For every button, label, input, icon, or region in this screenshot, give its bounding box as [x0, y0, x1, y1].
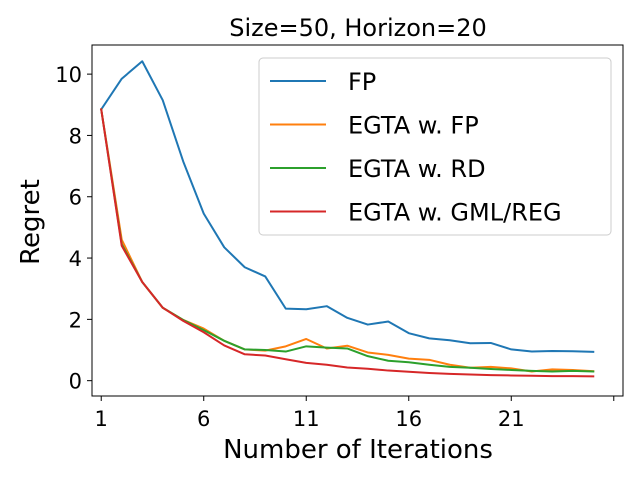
legend-box	[258, 57, 612, 236]
x-tick-label: 1	[95, 407, 108, 431]
x-axis: 1 6 11 16 21	[95, 396, 615, 431]
x-tick-label: 21	[498, 407, 525, 431]
y-tick-label: 0	[69, 370, 82, 394]
axes-frame	[91, 44, 624, 397]
x-tick-label: 11	[293, 407, 320, 431]
legend: FP EGTA w. FP EGTA w. RD EGTA w. GML/REG	[258, 57, 612, 236]
y-tick-label: 10	[55, 63, 82, 87]
x-axis-label: Number of Iterations	[223, 435, 493, 465]
x-tick-label: 16	[395, 407, 422, 431]
plot-area	[99, 60, 595, 378]
y-axis-label: Regret	[16, 179, 46, 265]
legend-label-3: EGTA w. GML/REG	[348, 199, 562, 227]
y-axis: 0 2 4 6 8 10	[55, 63, 92, 394]
y-tick-label: 6	[69, 186, 82, 210]
legend-label-2: EGTA w. RD	[348, 155, 486, 183]
y-tick-label: 4	[69, 247, 82, 271]
y-tick-label: 2	[69, 308, 82, 332]
series-line-3	[100, 108, 595, 378]
legend-label-0: FP	[348, 68, 376, 96]
y-tick-label: 8	[69, 124, 82, 148]
x-tick-label: 6	[197, 407, 210, 431]
legend-label-1: EGTA w. FP	[348, 112, 479, 140]
series-line-0	[99, 60, 595, 353]
chart-title: Size=50, Horizon=20	[229, 14, 487, 42]
